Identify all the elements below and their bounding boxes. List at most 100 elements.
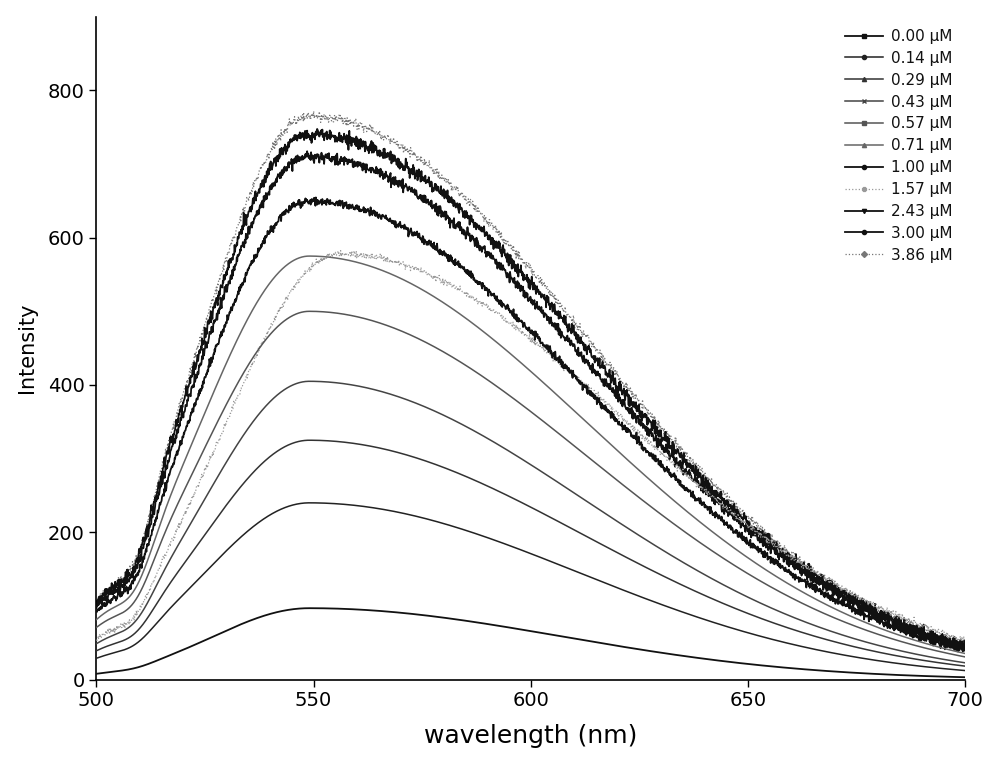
0.14 μM	[513, 545, 525, 554]
2.43 μM	[513, 282, 525, 291]
0.29 μM	[934, 659, 946, 668]
0.71 μM	[135, 573, 147, 582]
3.00 μM	[135, 542, 147, 552]
1.00 μM	[490, 295, 502, 304]
0.43 μM	[135, 610, 147, 619]
Line: 0.29 μM: 0.29 μM	[96, 440, 965, 666]
0.57 μM	[490, 381, 502, 390]
0.00 μM	[490, 620, 502, 630]
1.57 μM	[90, 636, 102, 645]
0.71 μM	[90, 615, 102, 624]
1.00 μM	[135, 562, 147, 571]
0.14 μM	[959, 666, 971, 675]
3.00 μM	[934, 633, 946, 643]
1.57 μM	[934, 630, 946, 639]
Line: 0.14 μM: 0.14 μM	[96, 503, 965, 671]
0.43 μM	[513, 453, 525, 462]
Line: 3.86 μM: 3.86 μM	[96, 111, 965, 648]
0.71 μM	[490, 337, 502, 347]
0.57 μM	[303, 307, 315, 316]
2.43 μM	[135, 551, 147, 560]
Line: 0.71 μM: 0.71 μM	[96, 256, 965, 653]
Line: 1.57 μM: 1.57 μM	[96, 251, 965, 641]
Line: 2.43 μM: 2.43 μM	[96, 151, 965, 648]
3.86 μM	[934, 633, 946, 642]
1.57 μM	[959, 636, 971, 645]
0.43 μM	[775, 607, 787, 617]
0.00 μM	[959, 672, 971, 682]
1.57 μM	[135, 601, 147, 610]
0.43 μM	[934, 654, 946, 663]
3.00 μM	[959, 643, 971, 653]
3.00 μM	[490, 237, 502, 246]
2.43 μM	[957, 643, 969, 653]
0.43 μM	[303, 376, 315, 386]
0.57 μM	[775, 588, 787, 597]
0.14 μM	[934, 664, 946, 673]
1.57 μM	[513, 326, 525, 335]
Line: 0.00 μM: 0.00 μM	[96, 608, 965, 677]
3.86 μM	[775, 542, 787, 551]
3.00 μM	[311, 125, 323, 134]
3.86 μM	[135, 545, 147, 555]
3.86 μM	[308, 106, 320, 116]
3.86 μM	[959, 640, 971, 649]
0.71 μM	[775, 575, 787, 584]
0.57 μM	[959, 653, 971, 662]
0.14 μM	[934, 664, 946, 673]
0.29 μM	[90, 646, 102, 656]
1.00 μM	[775, 564, 787, 573]
0.57 μM	[513, 398, 525, 407]
2.43 μM	[301, 147, 313, 156]
1.00 μM	[934, 641, 946, 650]
1.00 μM	[513, 317, 525, 326]
1.57 μM	[335, 246, 347, 256]
0.14 μM	[775, 637, 787, 646]
3.86 μM	[934, 631, 946, 640]
Legend: 0.00 μM, 0.14 μM, 0.29 μM, 0.43 μM, 0.57 μM, 0.71 μM, 1.00 μM, 1.57 μM, 2.43 μM,: 0.00 μM, 0.14 μM, 0.29 μM, 0.43 μM, 0.57…	[841, 24, 957, 267]
0.57 μM	[934, 647, 946, 656]
1.00 μM	[90, 607, 102, 616]
0.00 μM	[775, 662, 787, 672]
3.86 μM	[490, 227, 502, 236]
2.43 μM	[934, 634, 946, 643]
0.57 μM	[934, 647, 946, 656]
1.00 μM	[310, 193, 322, 202]
0.29 μM	[513, 496, 525, 506]
1.57 μM	[490, 308, 502, 317]
0.43 μM	[490, 439, 502, 448]
0.14 μM	[90, 653, 102, 662]
Line: 0.43 μM: 0.43 μM	[96, 381, 965, 662]
3.00 μM	[775, 545, 787, 554]
Line: 1.00 μM: 1.00 μM	[96, 197, 965, 652]
3.86 μM	[956, 643, 968, 653]
3.00 μM	[513, 267, 525, 276]
0.29 μM	[490, 486, 502, 495]
0.71 μM	[303, 252, 315, 261]
0.71 μM	[513, 356, 525, 366]
2.43 μM	[490, 255, 502, 264]
0.00 μM	[513, 624, 525, 633]
1.00 μM	[934, 641, 946, 650]
Y-axis label: Intensity: Intensity	[17, 303, 37, 393]
0.00 μM	[135, 662, 147, 671]
0.14 μM	[303, 498, 315, 507]
0.00 μM	[934, 672, 946, 681]
0.00 μM	[90, 669, 102, 679]
0.43 μM	[90, 639, 102, 648]
1.00 μM	[959, 646, 971, 655]
3.86 μM	[90, 596, 102, 605]
3.00 μM	[955, 645, 967, 654]
0.71 μM	[934, 643, 946, 652]
0.57 μM	[135, 587, 147, 596]
0.29 μM	[959, 662, 971, 671]
1.57 μM	[934, 630, 946, 640]
3.00 μM	[934, 635, 946, 644]
0.29 μM	[135, 623, 147, 632]
0.43 μM	[934, 654, 946, 663]
Line: 3.00 μM: 3.00 μM	[96, 129, 965, 649]
0.71 μM	[959, 649, 971, 658]
0.14 μM	[135, 636, 147, 645]
0.00 μM	[303, 604, 315, 613]
2.43 μM	[934, 635, 946, 644]
